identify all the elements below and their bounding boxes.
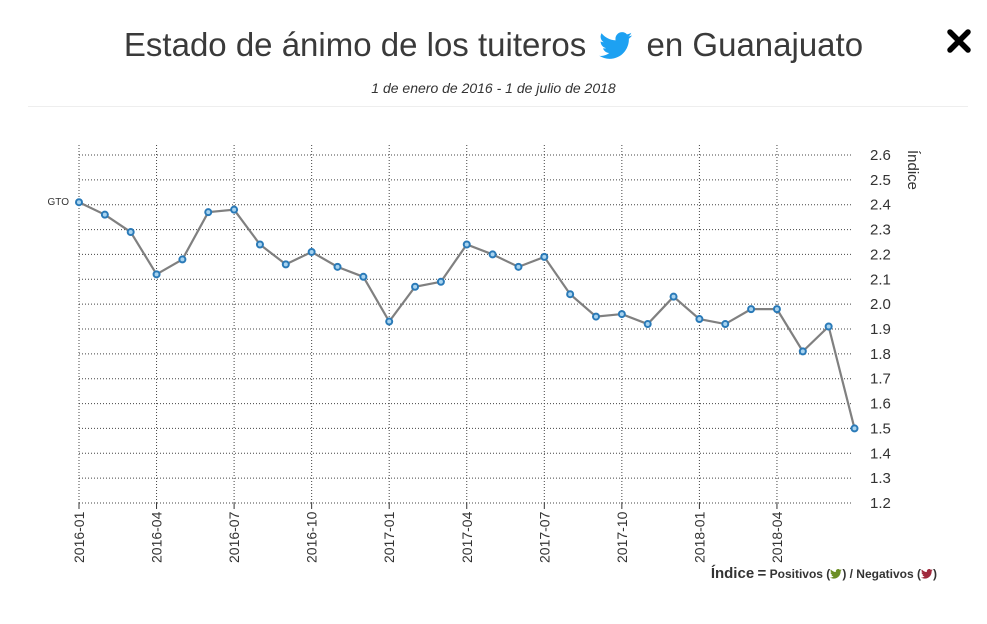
x-tick-label: 2018-01 [691,511,707,563]
data-point [617,310,626,319]
legend-separator: ) / Negativos ( [842,567,921,581]
data-point [100,210,109,219]
title-text-start: Estado de ánimo de los tuiteros [123,26,587,63]
data-point [178,255,187,264]
data-point [126,228,135,237]
data-point [436,277,445,286]
x-tick-label: 2016-04 [149,511,165,563]
chart-legend: Índice = Positivos ( ) / Negativos () [711,565,937,582]
data-point [359,272,368,281]
x-tick-label: 2018-04 [769,511,785,563]
data-point [462,240,471,249]
legend-index-label: Índice [710,565,755,582]
twitter-bird-negative-icon [921,569,933,579]
legend-equals: = [757,565,767,582]
y-tick-label: 1.2 [870,495,891,512]
series-label: GTO [48,197,70,208]
data-point [204,208,213,217]
x-tick-label: 2016-07 [226,511,242,563]
x-tick-label: 2017-04 [459,511,475,563]
y-tick-label: 2.1 [870,271,891,288]
twitter-bird-positive-icon [830,569,843,579]
data-point [721,320,730,329]
data-point [798,347,807,356]
twitter-bird-icon [599,32,633,59]
y-tick-label: 2.0 [870,296,891,313]
x-tick-label: 2017-10 [614,511,630,563]
legend-closing: ) [933,567,937,581]
data-point [152,270,161,279]
data-point [695,315,704,324]
data-point [411,282,420,291]
legend-positive-label: Positivos ( [769,567,831,581]
y-tick-label: 1.5 [870,420,891,437]
close-icon [947,29,971,53]
data-point [488,250,497,259]
x-tick-label: 2016-10 [304,511,320,563]
y-tick-label: 2.2 [870,246,891,263]
y-tick-label: 2.5 [870,172,891,189]
chart-subtitle: 1 de enero de 2016 - 1 de julio de 2018 [371,80,616,96]
y-tick-label: 1.9 [870,321,891,338]
y-tick-label: 1.7 [870,371,891,388]
y-axis-label: Índice [904,150,921,190]
x-tick-label: 2016-01 [71,511,87,563]
data-point [772,305,781,314]
data-point [255,240,264,249]
chart-title: Estado de ánimo de los tuiteros en Guana… [0,26,987,64]
data-point [643,320,652,329]
y-tick-label: 1.4 [870,445,891,462]
x-tick-label: 2017-01 [381,511,397,563]
y-tick-label: 1.8 [870,346,891,363]
y-tick-label: 2.4 [870,197,891,214]
data-point [566,290,575,299]
data-point [514,262,523,271]
close-button[interactable] [944,26,974,56]
data-point [592,312,600,321]
x-tick-label: 2017-07 [536,511,552,563]
data-point [540,252,549,261]
title-text-end: en Guanajuato [646,26,864,63]
y-tick-label: 1.3 [870,470,891,487]
y-tick-label: 2.3 [870,222,891,239]
data-point [75,198,83,207]
data-point [307,247,316,256]
data-point [747,305,756,314]
header-divider [28,106,968,107]
y-tick-label: 1.6 [870,396,891,413]
data-point [824,322,833,331]
data-point [230,205,239,214]
data-point [385,317,394,326]
data-point [669,292,678,301]
data-point [850,424,859,433]
data-point [333,262,342,271]
data-point [281,260,290,269]
y-tick-label: 2.6 [870,147,891,164]
